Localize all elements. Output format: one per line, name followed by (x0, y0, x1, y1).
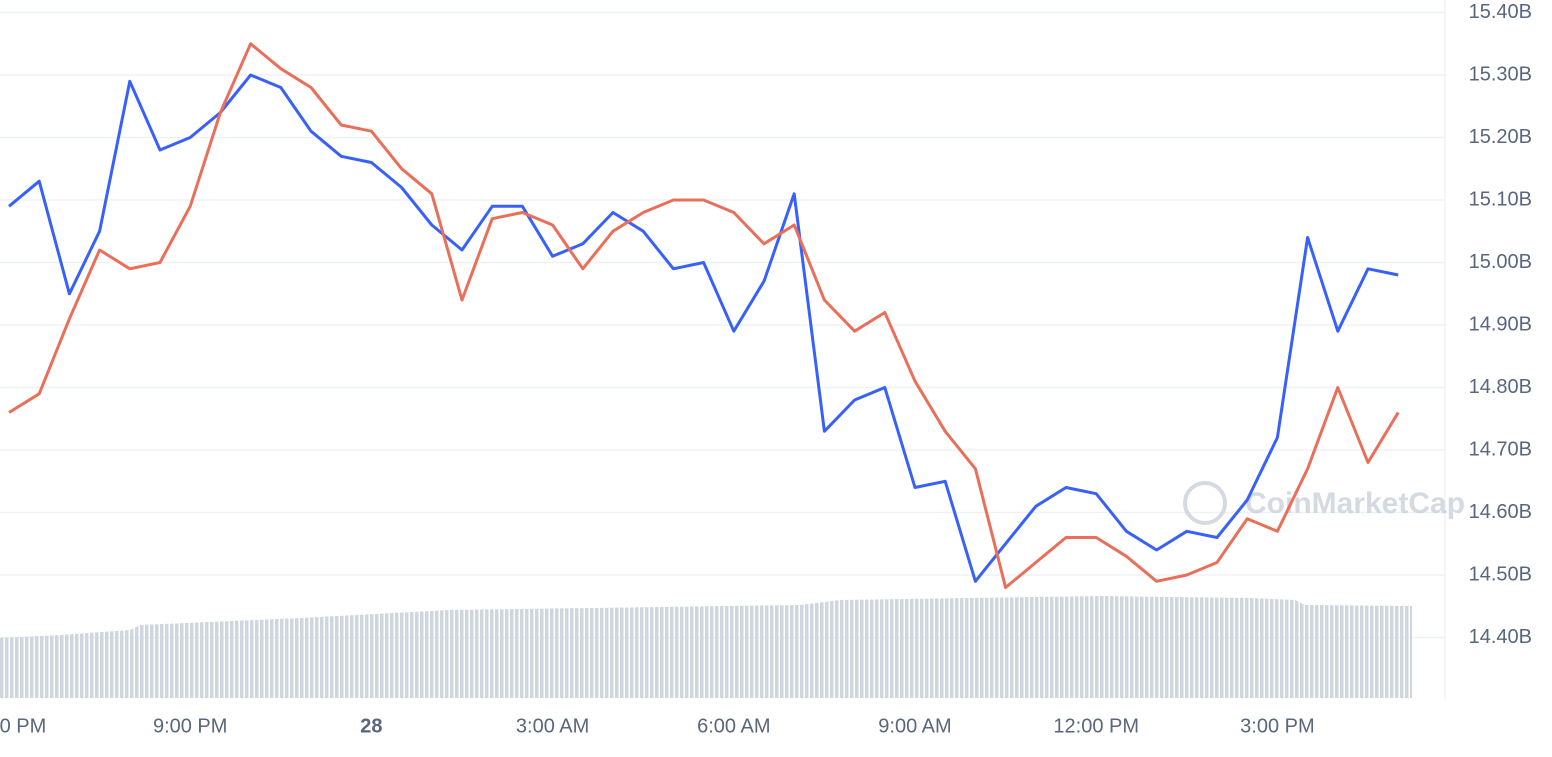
y-tick-label: 14.50B (1469, 563, 1532, 585)
x-tick-label: 28 (360, 715, 382, 737)
x-tick-label: 6:00 AM (697, 715, 770, 737)
y-tick-label: 14.70B (1469, 438, 1532, 460)
watermark: CoinMarketCap (1245, 487, 1465, 520)
line-series (8, 73, 1399, 583)
x-tick-label: 3:00 AM (516, 715, 589, 737)
y-tick-label: 14.40B (1469, 626, 1532, 648)
x-tick-label: 9:00 AM (878, 715, 951, 737)
y-tick-label: 14.80B (1469, 376, 1532, 398)
y-tick-label: 15.00B (1469, 251, 1532, 273)
watermark-logo (1183, 481, 1227, 525)
x-tick-label: 6:00 PM (0, 715, 46, 737)
y-tick-label: 14.60B (1469, 501, 1532, 523)
y-tick-label: 15.20B (1469, 126, 1532, 148)
y-tick-label: 14.90B (1469, 313, 1532, 335)
x-tick-label: 9:00 PM (153, 715, 227, 737)
y-tick-label: 15.40B (1469, 1, 1532, 23)
volume-bars (0, 596, 1412, 698)
x-tick-label: 12:00 PM (1053, 715, 1139, 737)
y-tick-label: 15.10B (1469, 188, 1532, 210)
x-tick-label: 3:00 PM (1240, 715, 1314, 737)
y-tick-label: 15.30B (1469, 63, 1532, 85)
line-series (8, 42, 1400, 589)
